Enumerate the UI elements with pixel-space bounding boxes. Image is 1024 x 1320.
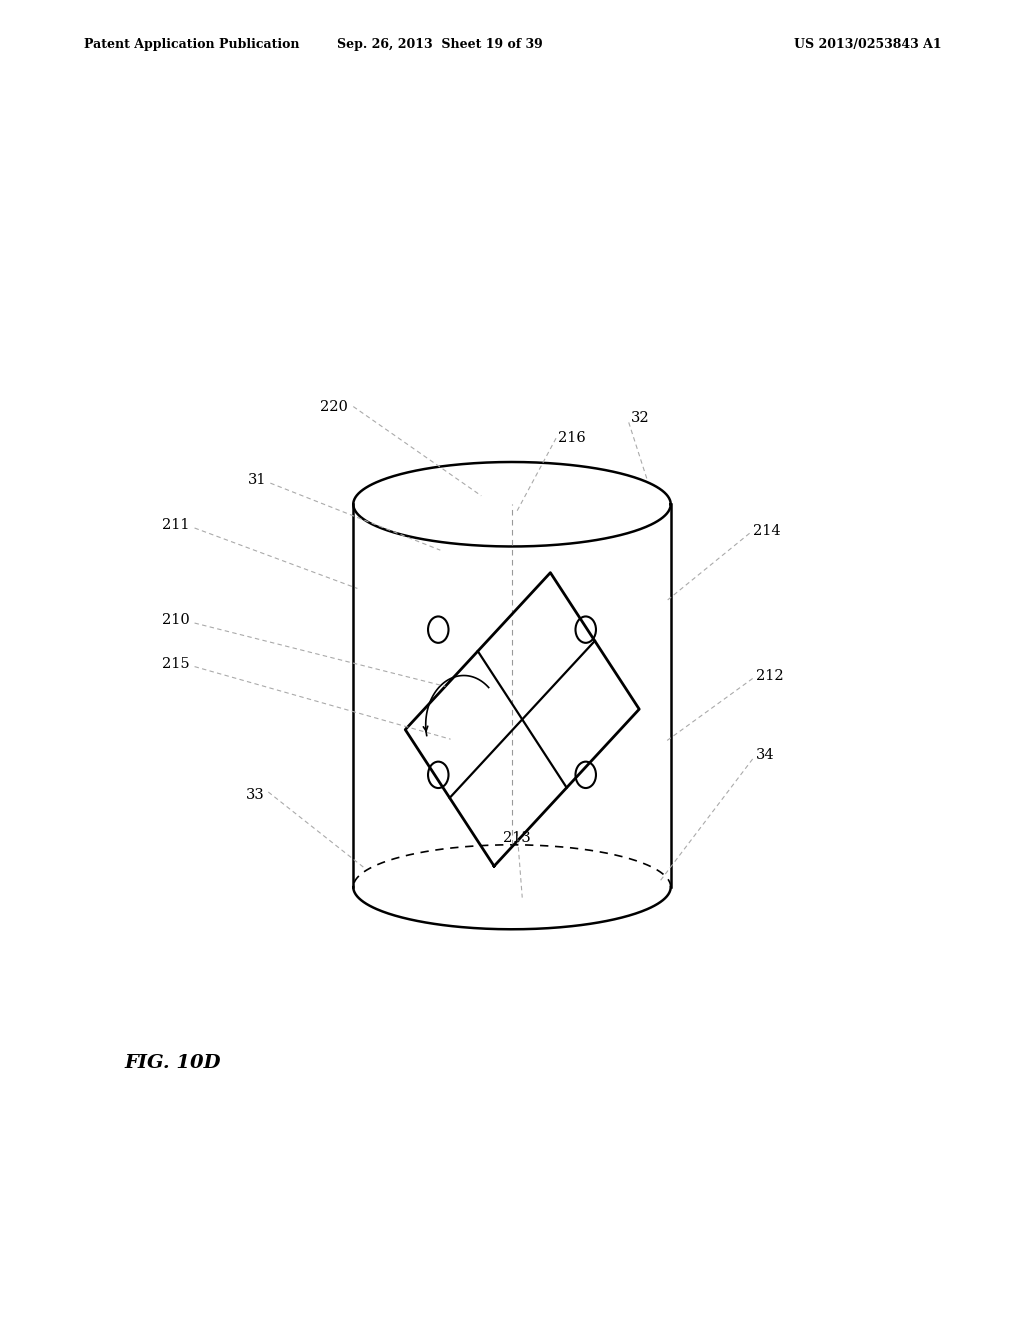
Text: 215: 215 xyxy=(162,657,189,671)
Text: US 2013/0253843 A1: US 2013/0253843 A1 xyxy=(795,38,942,51)
Text: 31: 31 xyxy=(248,474,266,487)
Text: 33: 33 xyxy=(246,788,264,801)
Text: 34: 34 xyxy=(756,748,774,762)
Text: FIG. 10D: FIG. 10D xyxy=(125,1053,221,1072)
Text: 220: 220 xyxy=(321,400,348,413)
Text: Patent Application Publication: Patent Application Publication xyxy=(84,38,299,51)
Text: 214: 214 xyxy=(753,524,780,537)
Text: 212: 212 xyxy=(756,669,783,682)
Text: 213: 213 xyxy=(503,832,531,845)
Text: 211: 211 xyxy=(162,519,189,532)
Text: 32: 32 xyxy=(631,412,649,425)
Text: 216: 216 xyxy=(558,432,586,445)
Text: Sep. 26, 2013  Sheet 19 of 39: Sep. 26, 2013 Sheet 19 of 39 xyxy=(338,38,543,51)
Text: 210: 210 xyxy=(162,614,189,627)
